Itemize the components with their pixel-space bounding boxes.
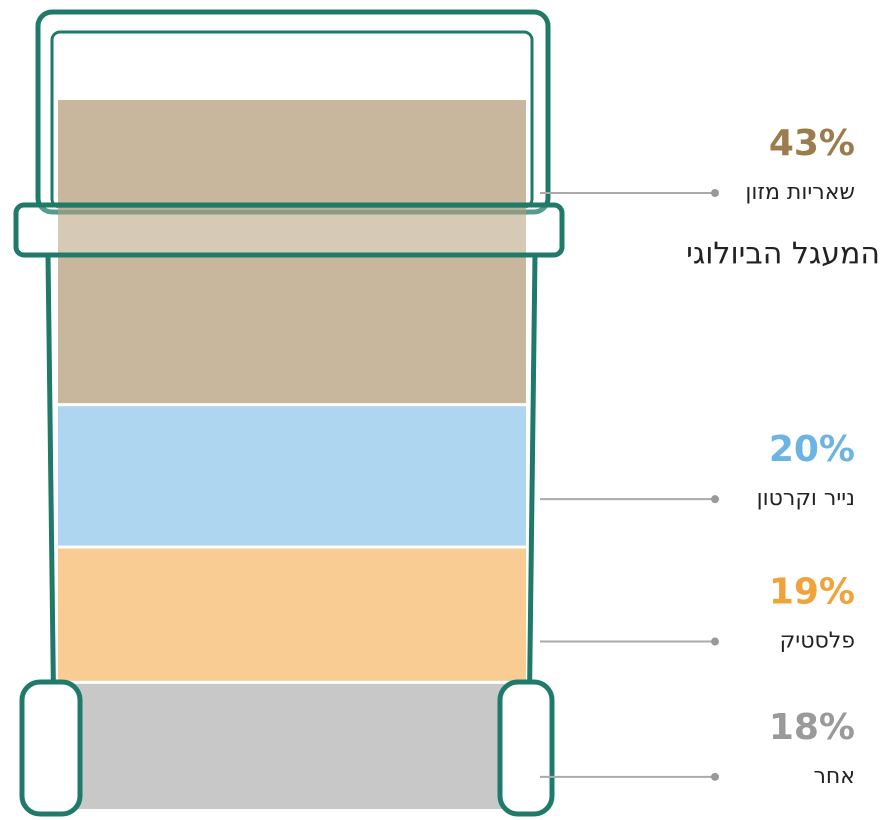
layers bbox=[58, 100, 526, 809]
category-label: שאריות מזון bbox=[745, 180, 855, 205]
percent-label: 20% bbox=[769, 429, 855, 470]
leader-dot bbox=[711, 772, 719, 781]
bin-rim bbox=[13, 202, 565, 258]
category-label: אחר bbox=[814, 764, 856, 789]
percent-label: 18% bbox=[769, 707, 855, 748]
percent-label: 19% bbox=[769, 572, 855, 613]
layer bbox=[58, 100, 526, 404]
wheel bbox=[19, 679, 83, 817]
leader-dot bbox=[711, 495, 719, 504]
wheel bbox=[497, 679, 555, 817]
category-label: נייר וקרטון bbox=[757, 486, 855, 511]
leader-dot bbox=[711, 189, 719, 197]
layer bbox=[58, 406, 526, 546]
layer bbox=[58, 548, 526, 681]
annotation: המעגל הביולוגי bbox=[686, 237, 880, 272]
category-label: פלסטיק bbox=[780, 629, 855, 654]
layer bbox=[58, 683, 526, 809]
leader-dot bbox=[711, 637, 719, 646]
bin-front bbox=[13, 202, 565, 817]
percent-label: 43% bbox=[769, 123, 855, 164]
